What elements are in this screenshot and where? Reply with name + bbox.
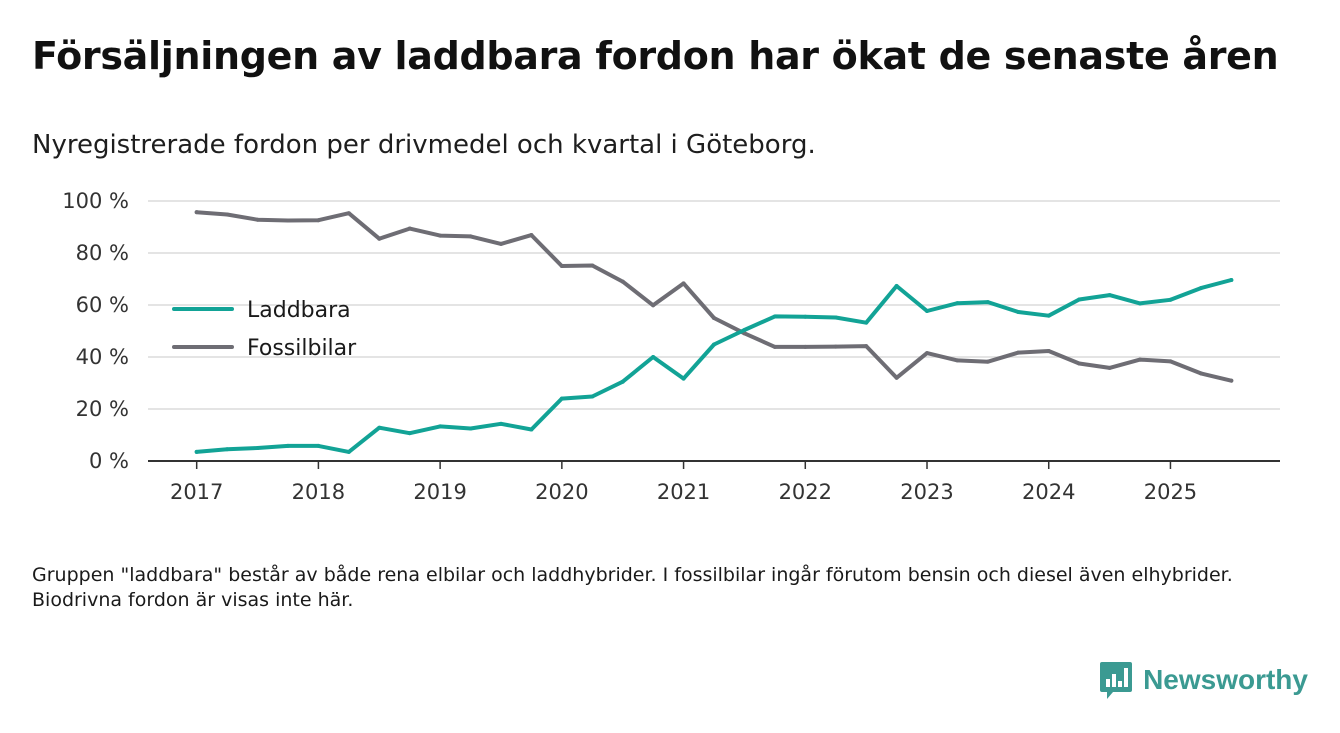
brand-name: Newsworthy	[1143, 664, 1308, 695]
data-point-fossilbilar	[894, 375, 899, 380]
data-point-fossilbilar	[468, 234, 473, 239]
legend-label-fossilbilar: Fossilbilar	[247, 336, 357, 361]
series-line-laddbara	[194, 278, 1234, 454]
data-point-laddbara	[772, 314, 777, 319]
data-point-laddbara	[285, 443, 290, 448]
data-point-fossilbilar	[498, 241, 503, 246]
data-point-laddbara	[407, 431, 412, 436]
data-point-fossilbilar	[620, 279, 625, 284]
data-point-fossilbilar	[1077, 361, 1082, 366]
x-tick-label: 2022	[779, 480, 832, 504]
data-point-fossilbilar	[925, 351, 930, 356]
data-point-fossilbilar	[1107, 365, 1112, 370]
data-point-fossilbilar	[772, 344, 777, 349]
chart-title: Försäljningen av laddbara fordon har öka…	[32, 34, 1279, 78]
data-point-laddbara	[1077, 297, 1082, 302]
legend-label-laddbara: Laddbara	[247, 298, 351, 323]
data-point-fossilbilar	[194, 210, 199, 215]
data-point-laddbara	[742, 327, 747, 332]
data-point-fossilbilar	[803, 344, 808, 349]
data-point-fossilbilar	[559, 264, 564, 268]
y-tick-label: 60 %	[76, 293, 129, 317]
data-point-laddbara	[1016, 310, 1021, 315]
data-point-laddbara	[955, 301, 960, 306]
data-point-fossilbilar	[1198, 371, 1203, 376]
data-point-fossilbilar	[438, 233, 443, 238]
data-point-laddbara	[1198, 286, 1203, 291]
y-tick-label: 40 %	[76, 345, 129, 369]
y-tick-label: 0 %	[89, 449, 129, 473]
data-point-laddbara	[194, 449, 199, 454]
x-tick-label: 2025	[1144, 480, 1197, 504]
data-point-laddbara	[620, 379, 625, 384]
data-point-fossilbilar	[346, 211, 351, 216]
x-tick-label: 2020	[535, 480, 588, 504]
data-point-fossilbilar	[712, 316, 716, 320]
data-point-fossilbilar	[255, 217, 260, 222]
data-point-laddbara	[681, 376, 686, 381]
data-point-laddbara	[712, 342, 716, 347]
data-point-laddbara	[1046, 313, 1051, 318]
legend: Laddbara Fossilbilar	[172, 298, 357, 361]
data-point-fossilbilar	[1138, 357, 1143, 362]
data-point-fossilbilar	[590, 263, 595, 268]
data-point-fossilbilar	[1016, 350, 1021, 355]
data-point-laddbara	[833, 315, 838, 320]
data-point-laddbara	[803, 314, 808, 319]
data-point-laddbara	[590, 394, 595, 399]
data-point-laddbara	[377, 425, 382, 430]
line-chart: 0 % 20 % 40 % 60 % 80 % 100 % 2017 2018 2019 2020…	[62, 189, 1280, 504]
data-point-fossilbilar	[681, 281, 686, 286]
data-point-laddbara	[468, 426, 473, 431]
data-point-laddbara	[864, 320, 869, 325]
x-tick-label: 2017	[170, 480, 223, 504]
data-point-laddbara	[1229, 278, 1234, 283]
data-point-fossilbilar	[651, 303, 656, 308]
data-point-laddbara	[559, 396, 564, 401]
axes: 0 % 20 % 40 % 60 % 80 % 100 % 2017 2018 2019 2020…	[62, 189, 1280, 504]
data-point-laddbara	[346, 449, 351, 454]
data-point-laddbara	[985, 300, 990, 305]
y-tick-label: 100 %	[62, 189, 129, 213]
x-tick-label: 2019	[413, 480, 466, 504]
data-point-laddbara	[1138, 301, 1143, 306]
data-point-fossilbilar	[985, 359, 990, 364]
data-point-fossilbilar	[1168, 359, 1173, 364]
chart-subtitle: Nyregistrerade fordon per drivmedel och …	[32, 130, 816, 160]
grid-lines	[148, 200, 1280, 410]
newsworthy-logo-icon	[1100, 662, 1133, 699]
data-point-laddbara	[1107, 293, 1112, 298]
data-point-fossilbilar	[833, 344, 838, 349]
data-point-laddbara	[529, 427, 534, 432]
data-point-laddbara	[498, 421, 503, 426]
data-point-fossilbilar	[225, 212, 230, 217]
data-point-laddbara	[894, 284, 899, 289]
data-point-laddbara	[438, 424, 443, 429]
x-tick-label: 2018	[292, 480, 345, 504]
data-point-fossilbilar	[955, 358, 960, 363]
data-point-fossilbilar	[529, 233, 534, 238]
x-tick-label: 2021	[657, 480, 710, 504]
data-point-fossilbilar	[316, 218, 321, 223]
data-point-laddbara	[255, 446, 260, 450]
data-point-fossilbilar	[377, 236, 382, 241]
data-point-fossilbilar	[864, 344, 869, 349]
brand-logo[interactable]: Newsworthy	[1099, 660, 1308, 700]
data-point-fossilbilar	[407, 226, 412, 231]
data-point-fossilbilar	[1046, 349, 1051, 354]
data-point-laddbara	[225, 447, 230, 452]
data-point-laddbara	[925, 308, 930, 313]
footnote: Gruppen "laddbara" består av både rena e…	[32, 564, 1233, 611]
y-tick-label: 80 %	[76, 241, 129, 265]
y-tick-label: 20 %	[76, 397, 129, 421]
x-tick-label: 2024	[1022, 480, 1075, 504]
data-point-fossilbilar	[285, 218, 290, 223]
series-lines	[194, 210, 1234, 454]
x-tick-label: 2023	[900, 480, 953, 504]
data-point-laddbara	[651, 355, 656, 359]
data-point-laddbara	[1168, 297, 1173, 302]
data-point-laddbara	[316, 443, 321, 448]
data-point-fossilbilar	[1229, 378, 1234, 383]
